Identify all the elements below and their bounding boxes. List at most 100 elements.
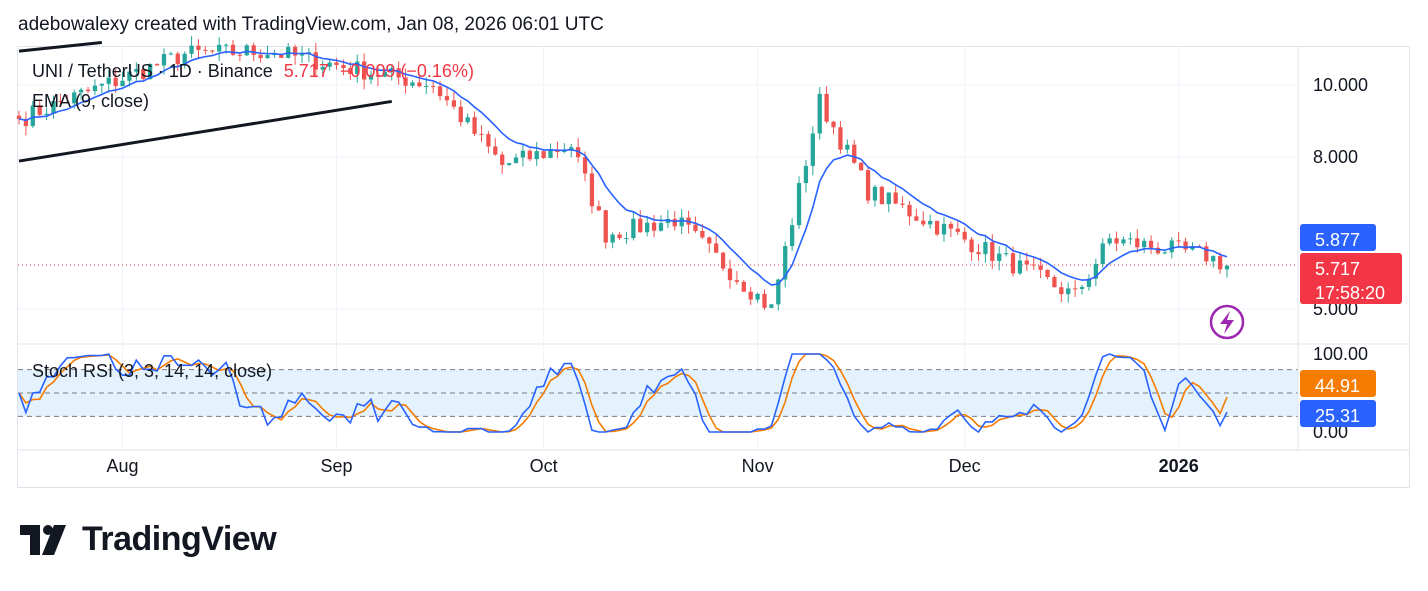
candle-body — [569, 147, 574, 151]
ema-line — [18, 50, 1228, 286]
candle-body — [51, 100, 56, 114]
candle-body — [900, 203, 905, 205]
candle-body — [127, 71, 132, 81]
candle-body — [223, 44, 229, 46]
candle-body — [154, 63, 160, 66]
candle-body — [645, 222, 650, 233]
candle-body — [299, 53, 305, 56]
candle-body — [431, 86, 436, 88]
candle-body — [1162, 252, 1168, 254]
candle-body — [831, 121, 836, 128]
candle-body — [948, 223, 954, 229]
candle-body — [444, 96, 450, 101]
candle-body — [1204, 246, 1209, 262]
candle-body — [1072, 288, 1078, 290]
candle-body — [603, 210, 608, 243]
candle-body — [292, 46, 298, 56]
chart-caption: adebowalexy created with TradingView.com… — [18, 14, 604, 35]
legend-symbol-row: UNI / TetherUS · 1D · Binance 5.717 −0.0… — [32, 61, 474, 82]
candle-body — [1052, 276, 1057, 288]
candle-body — [203, 49, 208, 51]
candle-body — [134, 69, 139, 72]
candle-body — [582, 157, 588, 174]
candle-body — [658, 223, 664, 231]
candle-body — [362, 61, 367, 80]
legend-ema[interactable]: EMA (9, close) — [32, 91, 150, 111]
candle-body — [865, 170, 871, 201]
candle-body — [506, 163, 512, 165]
legend-symbol: UNI / TetherUS · 1D · Binance — [32, 61, 273, 81]
candle-body — [520, 150, 526, 158]
candle-body — [838, 127, 843, 150]
candle-body — [879, 186, 884, 205]
candle-body — [189, 45, 194, 54]
candle-body — [769, 304, 774, 308]
candle-body — [679, 217, 684, 227]
candle-body — [962, 231, 967, 240]
candle-body — [382, 71, 387, 77]
candle-body — [845, 144, 850, 150]
ema-line-layer — [18, 50, 1228, 286]
candle-body — [437, 86, 443, 97]
candle-body — [941, 223, 947, 235]
candle-body — [1003, 253, 1009, 255]
candle-body — [796, 183, 802, 226]
x-tick-label: 2026 — [1159, 456, 1199, 476]
candle-body — [37, 105, 42, 115]
stoch-k-badge: 25.31 — [1300, 400, 1376, 427]
ema-price-badge-text: 5.877 — [1315, 230, 1360, 250]
candle-body — [237, 54, 243, 56]
candle-body — [700, 230, 705, 238]
candle-body — [714, 243, 719, 253]
candle-body — [23, 118, 29, 127]
candle-body — [638, 218, 643, 233]
candle-body — [217, 44, 222, 52]
candle-body — [85, 89, 91, 92]
candle-body — [617, 234, 622, 239]
candle-body — [417, 82, 422, 87]
candle-body — [789, 225, 795, 247]
candle-body — [72, 92, 77, 104]
candle-body — [741, 281, 746, 292]
candle-body — [141, 69, 146, 80]
candle-body — [914, 216, 919, 221]
candle-body — [548, 149, 553, 158]
candle-body — [1135, 238, 1140, 248]
candle-body — [1142, 240, 1147, 248]
candle-body — [1217, 256, 1223, 270]
candle-body — [893, 192, 898, 204]
candle-body — [624, 238, 629, 240]
last-price-badge-bg — [1300, 253, 1402, 304]
candle-body — [1079, 286, 1085, 289]
candle-body — [348, 68, 353, 74]
candle-body — [1093, 264, 1098, 279]
candle-body — [824, 93, 829, 122]
candle-body — [106, 77, 111, 84]
candle-body — [472, 117, 477, 134]
candle-body — [493, 146, 498, 155]
candle-body — [168, 53, 174, 55]
candle-body — [1038, 265, 1043, 270]
candle-body — [575, 147, 581, 158]
candle-body — [175, 53, 180, 65]
y-tick-label: 10.000 — [1313, 75, 1368, 95]
candle-body — [327, 62, 332, 67]
last-price-badge-text: 17:58:20 — [1315, 283, 1385, 303]
legend-stoch-rsi[interactable]: Stoch RSI (3, 3, 14, 14, close) — [32, 361, 273, 381]
stoch-k-badge-bg — [1300, 400, 1376, 427]
legend-last-price: 5.717 — [283, 61, 329, 81]
candle-body — [748, 291, 753, 300]
candle-body — [983, 242, 988, 255]
candle-body — [562, 150, 567, 153]
candle-body — [727, 268, 733, 281]
candle-body — [120, 80, 125, 87]
stoch-k-badge-text: 25.31 — [1315, 406, 1360, 426]
candle-body — [334, 62, 339, 65]
x-tick-label: Nov — [742, 456, 774, 476]
candlestick-series — [16, 36, 1230, 311]
candle-body — [244, 45, 249, 56]
stoch-d-badge-bg — [1300, 370, 1376, 397]
candle-body — [817, 93, 822, 134]
candle-body — [907, 204, 912, 217]
